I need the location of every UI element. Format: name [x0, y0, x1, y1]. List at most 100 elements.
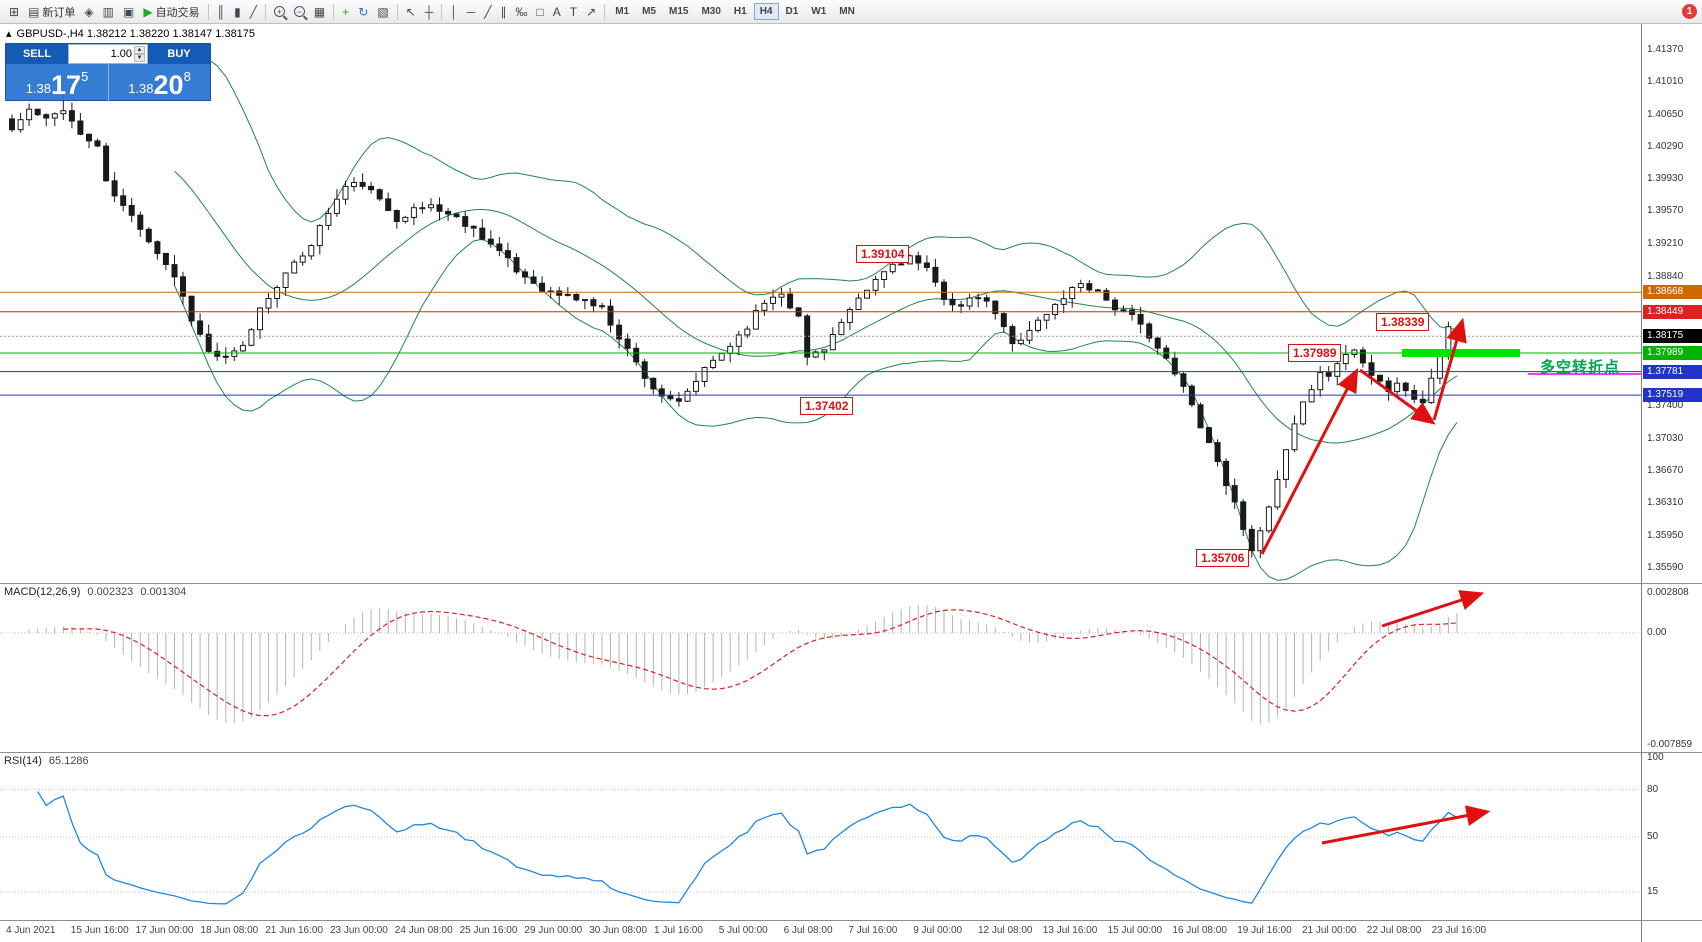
rsi-axis-label: 80 — [1647, 783, 1659, 795]
fibonacci-icon[interactable]: ‰ — [512, 5, 532, 19]
volume-increase-button[interactable]: ▲ — [134, 46, 145, 54]
price-level-tag: 1.37519 — [1643, 388, 1702, 403]
crosshair-icon: ┼ — [424, 4, 434, 19]
price-axis-label: 1.41010 — [1647, 76, 1684, 88]
rsi-axis-label: 15 — [1647, 886, 1659, 898]
terminal-icon[interactable]: ▣ — [119, 5, 138, 19]
price-axis-label: 1.40650 — [1647, 108, 1684, 120]
metaeditor-icon: ◈ — [84, 4, 94, 19]
trend-arrow — [1359, 368, 1436, 425]
indicators-icon: + — [342, 4, 350, 19]
time-axis[interactable]: 4 Jun 2021 15 Jun 16:00 17 Jun 00:00 18 Jun… — [0, 921, 1641, 942]
arrows-icon: ↗ — [586, 4, 597, 19]
text-label-icon[interactable]: T — [566, 5, 581, 19]
price-axis-label: 1.38840 — [1647, 270, 1684, 282]
one-click-trading-panel: SELL 1.00 ▲ ▼ BUY 1.38 17 5 1.38 20 8 — [5, 43, 211, 102]
price-axis-label: 1.35590 — [1647, 562, 1684, 573]
crosshair-icon[interactable]: ┼ — [421, 5, 438, 19]
metaeditor-icon[interactable]: ◈ — [80, 5, 97, 19]
chart-canvas — [0, 52, 1641, 905]
horizontal-line-icon[interactable]: ─ — [463, 5, 480, 19]
channel-icon[interactable]: ∥ — [497, 5, 511, 19]
timeframe-m1[interactable]: M1 — [615, 6, 630, 17]
timeframe-h1[interactable]: H1 — [733, 6, 747, 17]
price-callout-1.37989[interactable]: 1.37989 — [1288, 344, 1342, 362]
price-axis-label: 1.35950 — [1647, 529, 1684, 541]
trendline-icon[interactable]: ╱ — [480, 5, 495, 19]
text-icon[interactable]: A — [549, 5, 565, 19]
refresh-icon[interactable]: ↻ — [354, 5, 372, 19]
tile-windows-icon[interactable]: ▦ — [310, 5, 329, 19]
time-axis-label: 22 Jul 08:00 — [1366, 925, 1422, 936]
rsi-name: RSI(14) — [4, 755, 42, 767]
price-callout-1.39104[interactable]: 1.39104 — [856, 245, 910, 263]
ohlc-bars-icon[interactable]: ║ — [213, 5, 230, 19]
volume-steppers: ▲ ▼ — [134, 46, 145, 62]
macd-label-row: MACD(12,26,9) 0.002323 0.001304 — [4, 586, 186, 598]
timeframe-m15[interactable]: M15 — [669, 6, 689, 17]
chart-profile-icon: ▧ — [377, 4, 389, 19]
toolbar-separator — [207, 3, 209, 20]
trend-arrow — [1381, 590, 1485, 628]
horizontal-line-icon: ─ — [466, 4, 476, 19]
turning-point-annotation[interactable]: 多空转折点 — [1540, 359, 1621, 376]
price-axis-label: 1.39210 — [1647, 237, 1684, 249]
one-click-collapse-icon[interactable]: ▴ — [6, 28, 12, 40]
new-order-button[interactable]: ▤ 新订单 — [24, 3, 79, 21]
rsi-axis-label: 50 — [1647, 831, 1659, 842]
autotrade-button[interactable]: ▶ 自动交易 — [139, 3, 203, 21]
bid-price-display: 1.38 17 5 — [6, 64, 108, 102]
price-callout-1.38339[interactable]: 1.38339 — [1376, 313, 1430, 331]
bid-prefix: 1.38 — [25, 81, 52, 96]
price-axis[interactable]: 1.41370 1.41010 1.40650 1.40290 1.39930 1.395… — [1641, 24, 1702, 942]
price-callout-1.37402[interactable]: 1.37402 — [800, 397, 854, 415]
timeframe-d1[interactable]: D1 — [785, 6, 799, 17]
volume-decrease-button[interactable]: ▼ — [134, 54, 145, 62]
refresh-icon: ↻ — [358, 4, 369, 19]
highlight-zone-rect — [1402, 349, 1520, 357]
price-level-tag: 1.38175 — [1643, 329, 1702, 344]
toolbar-separator — [604, 3, 606, 20]
timeframe-m5[interactable]: M5 — [642, 6, 656, 17]
buy-button[interactable]: BUY — [148, 44, 210, 64]
chart-window-icon[interactable]: ⊞ — [5, 5, 23, 19]
trend-arrow — [1260, 368, 1359, 555]
timeframe-h4[interactable]: H4 — [753, 3, 779, 20]
rsi-axis-label: 100 — [1647, 752, 1664, 763]
line-chart-icon[interactable]: ╱ — [246, 5, 261, 19]
bid-pipette: 5 — [81, 69, 89, 84]
time-axis-label: 4 Jun 2021 — [6, 925, 56, 936]
indicators-icon[interactable]: + — [338, 5, 353, 19]
candlestick-chart-icon[interactable]: ▮ — [230, 5, 245, 19]
ask-pipette: 8 — [183, 69, 191, 84]
cursor-icon: ↖ — [405, 4, 416, 19]
time-axis-label: 12 Jul 08:00 — [978, 925, 1033, 936]
vertical-line-icon[interactable]: │ — [446, 5, 462, 19]
shapes-icon[interactable]: □ — [533, 5, 548, 19]
macd-histogram — [28, 604, 1458, 725]
toolbar-separator — [264, 3, 266, 20]
price-callout-1.35706[interactable]: 1.35706 — [1196, 549, 1250, 567]
zoom-out-button[interactable]: − — [290, 5, 309, 18]
vertical-line-icon: │ — [450, 4, 458, 19]
time-axis-label: 16 Jul 08:00 — [1172, 925, 1227, 936]
chart-profile-icon[interactable]: ▧ — [373, 5, 392, 19]
rsi-panel-separator[interactable] — [0, 752, 1702, 753]
navigator-icon[interactable]: ▥ — [99, 5, 118, 19]
zoom-in-button[interactable]: + — [270, 5, 289, 18]
volume-input[interactable]: 1.00 ▲ ▼ — [68, 44, 148, 64]
cursor-icon[interactable]: ↖ — [402, 5, 420, 19]
new-order-button-label: 新订单 — [42, 6, 76, 19]
sell-button[interactable]: SELL — [6, 44, 68, 64]
time-axis-separator — [0, 920, 1702, 921]
price-axis-label: 1.36670 — [1647, 465, 1684, 477]
trend-arrow — [1321, 805, 1491, 845]
timeframe-w1[interactable]: W1 — [811, 6, 827, 17]
time-axis-label: 6 Jul 08:00 — [783, 925, 833, 936]
time-axis-label: 17 Jun 00:00 — [135, 925, 194, 936]
notification-badge[interactable]: 1 — [1682, 4, 1697, 19]
timeframe-mn[interactable]: MN — [839, 6, 855, 17]
arrows-icon[interactable]: ↗ — [582, 5, 600, 19]
macd-panel-separator[interactable] — [0, 583, 1702, 584]
timeframe-m30[interactable]: M30 — [701, 6, 721, 17]
